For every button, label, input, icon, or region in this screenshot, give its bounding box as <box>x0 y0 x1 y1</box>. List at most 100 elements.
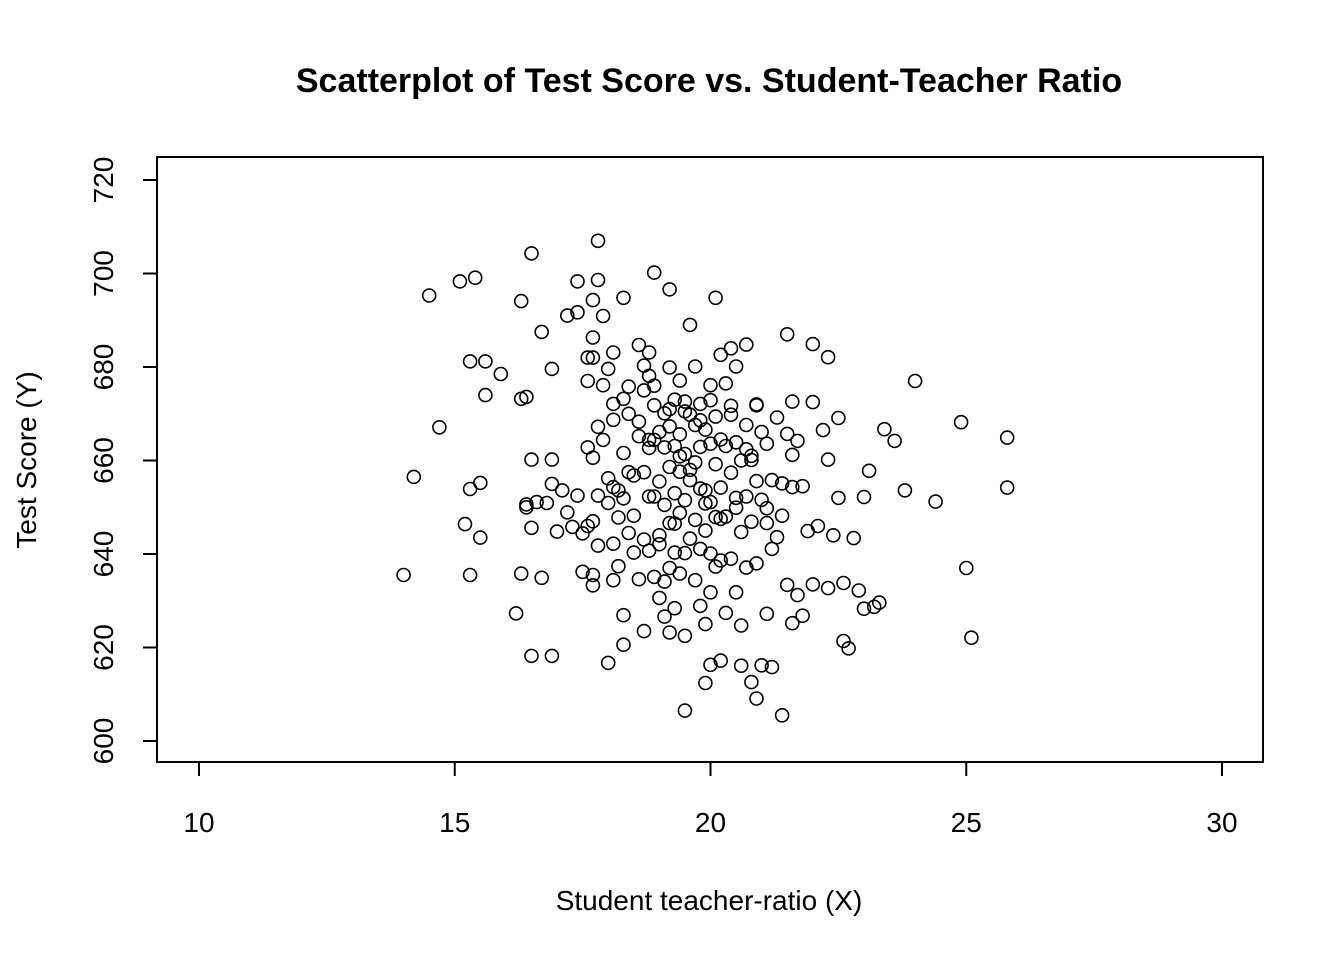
data-point <box>754 424 769 440</box>
data-point <box>784 394 800 409</box>
data-point <box>421 288 437 303</box>
data-point <box>652 536 667 552</box>
data-point <box>703 392 718 408</box>
x-axis: 10 15 20 25 30 <box>183 762 1238 838</box>
data-point <box>529 494 544 510</box>
data-point <box>779 326 795 342</box>
data-point <box>723 551 739 567</box>
data-point <box>580 350 596 365</box>
x-tick-label: 10 <box>183 807 214 838</box>
data-point <box>626 508 642 524</box>
data-point <box>774 508 790 524</box>
data-point <box>636 464 652 480</box>
data-point <box>524 648 539 664</box>
data-point <box>631 571 647 587</box>
data-point <box>738 560 754 575</box>
data-point <box>672 464 688 480</box>
y-tick-label: 700 <box>88 250 119 297</box>
data-point <box>744 514 759 530</box>
data-point <box>396 567 411 583</box>
data-point <box>570 304 585 320</box>
data-point <box>795 608 810 624</box>
data-point <box>616 637 631 653</box>
data-point <box>703 436 718 452</box>
data-point <box>759 500 775 516</box>
data-point <box>887 433 902 449</box>
y-axis: 600 620 640 660 680 700 720 <box>88 157 157 765</box>
data-point <box>754 657 769 673</box>
chart-title: Scatterplot of Test Score vs. Student-Te… <box>296 62 1122 100</box>
data-point <box>744 674 759 690</box>
data-point <box>667 545 683 560</box>
data-point <box>539 495 555 511</box>
data-point <box>611 558 626 574</box>
data-point <box>590 233 606 249</box>
data-point <box>749 691 764 706</box>
data-point <box>698 675 713 691</box>
data-point <box>738 417 754 433</box>
data-point <box>790 587 805 603</box>
data-point <box>662 625 677 640</box>
data-point <box>999 430 1015 445</box>
data-point <box>646 397 662 413</box>
data-point <box>585 450 601 466</box>
y-tick-label: 660 <box>88 437 119 484</box>
data-point <box>953 414 969 430</box>
data-point <box>534 324 550 340</box>
data-point <box>646 432 662 448</box>
data-point <box>667 485 683 501</box>
data-point <box>626 468 642 483</box>
data-point <box>831 490 846 506</box>
data-point <box>774 476 790 491</box>
data-point <box>769 410 785 425</box>
y-tick-label: 620 <box>88 624 119 671</box>
data-point <box>493 366 509 382</box>
data-point <box>728 434 744 450</box>
data-point <box>626 545 642 560</box>
data-point <box>861 463 877 479</box>
data-point <box>524 246 539 261</box>
data-point <box>749 397 764 412</box>
data-point <box>590 488 606 503</box>
data-point <box>703 377 718 393</box>
data-point <box>795 478 810 494</box>
data-point <box>657 497 672 513</box>
data-point <box>738 489 754 504</box>
y-tick-label: 600 <box>88 718 119 765</box>
data-point <box>805 336 821 352</box>
data-point <box>713 653 729 668</box>
data-point <box>703 584 718 600</box>
data-point <box>805 577 821 592</box>
data-point <box>764 472 780 488</box>
data-point <box>534 570 550 586</box>
data-point <box>478 354 493 369</box>
data-point <box>667 600 683 616</box>
data-point <box>575 564 590 580</box>
data-point <box>764 659 780 675</box>
data-point <box>733 524 749 540</box>
data-point <box>723 465 739 481</box>
data-point <box>641 345 657 360</box>
data-point <box>677 545 693 561</box>
data-point <box>554 483 570 498</box>
data-point <box>928 494 943 509</box>
data-points <box>396 233 1015 723</box>
data-point <box>605 412 621 428</box>
data-point <box>585 567 601 583</box>
data-point <box>672 426 688 442</box>
data-point <box>958 560 974 576</box>
data-point <box>846 530 862 546</box>
data-point <box>708 409 723 424</box>
data-point <box>641 489 657 504</box>
data-point <box>605 396 621 412</box>
data-point <box>703 657 718 673</box>
data-point <box>672 566 688 581</box>
data-point <box>897 483 913 498</box>
data-point <box>600 495 616 511</box>
data-point <box>565 519 580 535</box>
data-point <box>851 583 867 598</box>
data-point <box>698 523 713 538</box>
data-point <box>600 361 616 377</box>
data-point <box>738 441 754 457</box>
